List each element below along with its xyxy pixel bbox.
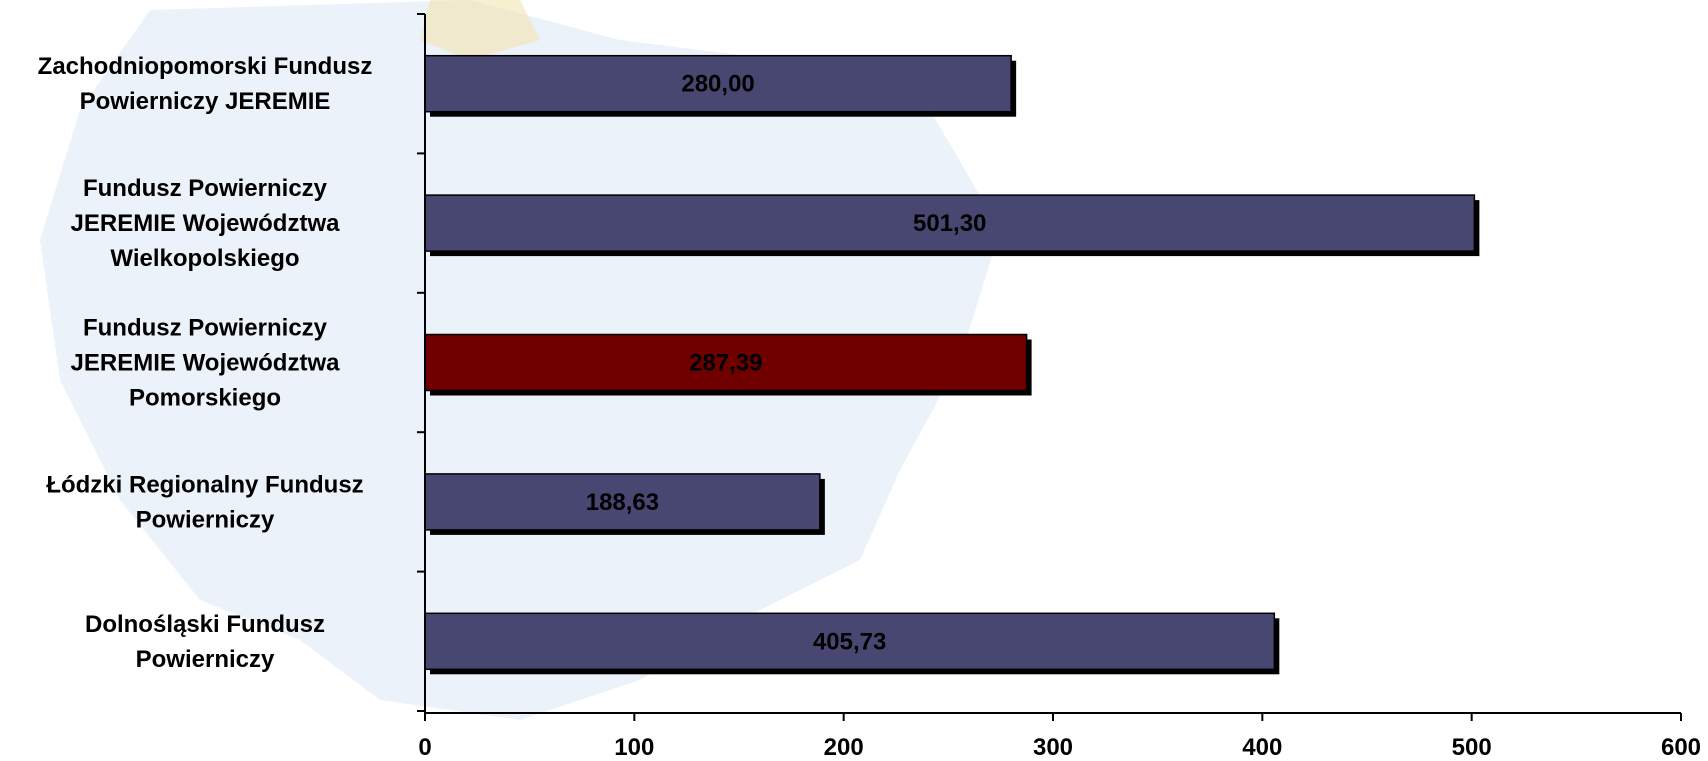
x-tick-label: 400 — [1242, 734, 1282, 761]
category-label-line: Powierniczy — [136, 646, 275, 673]
bar-0 — [424, 54, 1012, 113]
category-labels-layer: Zachodniopomorski Fundusz Powierniczy JER… — [38, 53, 373, 673]
x-tick-label: 600 — [1661, 734, 1701, 761]
category-label-line: Powierniczy JEREMIE — [80, 88, 331, 115]
data-label-3: 188,63 — [586, 489, 659, 516]
category-label-line: Fundusz Powierniczy — [83, 175, 328, 202]
category-label-line: Łódzki Regionalny Fundusz — [46, 471, 363, 498]
x-tick-label: 0 — [418, 734, 431, 761]
bar-3 — [424, 473, 821, 531]
category-label-line: JEREMIE Województwa — [71, 210, 341, 237]
category-label-line: Fundusz Powierniczy — [83, 315, 328, 342]
category-label-line: JEREMIE Województwa — [71, 350, 341, 377]
category-label-2: Fundusz Powierniczy JEREMIE Województwa Po… — [71, 315, 341, 412]
data-label-1: 501,30 — [913, 210, 986, 237]
x-tick-label: 200 — [824, 734, 864, 761]
category-label-line: Pomorskiego — [129, 385, 281, 412]
data-label-4: 405,73 — [813, 628, 886, 655]
x-tick-label: 300 — [1033, 734, 1073, 761]
axes-layer: 0 100 200 300 400 500 600 — [417, 13, 1701, 761]
data-label-0: 280,00 — [681, 71, 754, 98]
x-tick-label: 100 — [614, 734, 654, 761]
category-label-line: Dolnośląski Fundusz — [85, 611, 325, 638]
x-tick-label: 500 — [1452, 734, 1492, 761]
bar-1 — [424, 194, 1476, 252]
data-label-2: 287,39 — [689, 350, 762, 377]
category-label-3: Łódzki Regionalny Fundusz Powierniczy — [46, 471, 363, 533]
category-label-1: Fundusz Powierniczy JEREMIE Województwa Wi… — [71, 175, 341, 272]
category-label-line: Wielkopolskiego — [110, 245, 299, 272]
category-label-line: Powierniczy — [136, 506, 275, 533]
bars-layer: 280,00 501,30 287,39 188,63 405,73 — [424, 54, 1480, 675]
category-label-line: Zachodniopomorski Fundusz — [38, 53, 373, 80]
category-label-0: Zachodniopomorski Fundusz Powierniczy JER… — [38, 53, 373, 115]
bar-2 — [424, 333, 1028, 392]
category-label-4: Dolnośląski Fundusz Powierniczy — [85, 611, 325, 673]
